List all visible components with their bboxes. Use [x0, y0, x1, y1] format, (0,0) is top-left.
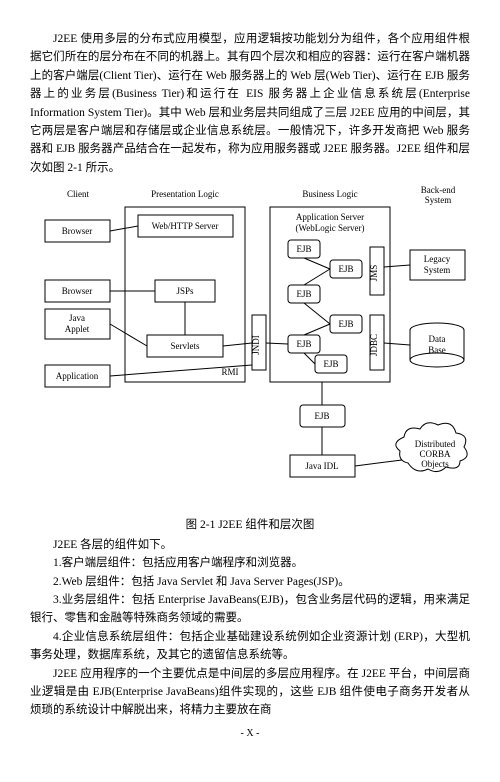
jms-text: JMS: [369, 265, 379, 282]
svg-text:EJB: EJB: [323, 359, 338, 369]
appserver-label1: Application Server: [296, 212, 364, 222]
ejb-cluster: EJB EJB EJB EJB EJB EJB: [288, 240, 362, 373]
conn-browser1-web: [110, 226, 138, 231]
architecture-diagram: Client Presentation Logic Business Logic…: [30, 185, 470, 511]
applet-text1: Java: [69, 313, 85, 323]
svg-text:EJB: EJB: [296, 339, 311, 349]
item-1: 1.客户端层组件：包括应用客户端程序和浏览器。: [30, 554, 470, 572]
intro-paragraph: J2EE 使用多层的分布式应用模型，应用逻辑按功能划分为组件，各个应用组件根据它…: [30, 30, 470, 177]
legacy-text2: System: [424, 265, 451, 275]
browser1-text: Browser: [62, 226, 93, 236]
jndi-text: JNDI: [251, 335, 261, 355]
header-client: Client: [67, 189, 89, 199]
jdbc-text: JDBC: [369, 334, 379, 356]
svg-text:Distributed: Distributed: [415, 439, 456, 449]
item-4: 4.企业信息系统层组件：包括企业基础建设系统例如企业资源计划 (ERP)，大型机…: [30, 628, 470, 665]
applet-text2: Applet: [65, 324, 90, 334]
header-backend1: Back-end: [421, 185, 456, 195]
webserver-text: Web/HTTP Server: [152, 221, 219, 231]
conn-applet-servlets: [110, 324, 147, 346]
svg-text:Base: Base: [428, 345, 446, 355]
closing-paragraph: J2EE 应用程序的一个主要优点是中间层的多层应用程序。在 J2EE 平台，中间…: [30, 665, 470, 720]
corba-cloud: Distributed CORBA Objects: [396, 423, 467, 472]
svg-text:Objects: Objects: [421, 459, 449, 469]
svg-text:EJB: EJB: [338, 264, 353, 274]
item-3: 3.业务层组件：包括 Enterprise JavaBeans(EJB)，包含业…: [30, 591, 470, 628]
svg-text:EJB: EJB: [296, 244, 311, 254]
browser2-text: Browser: [62, 286, 93, 296]
ejb-lower-text: EJB: [314, 411, 329, 421]
header-backend2: System: [425, 195, 452, 205]
svg-text:EJB: EJB: [296, 289, 311, 299]
header-business: Business Logic: [302, 189, 357, 199]
header-presentation: Presentation Logic: [151, 189, 219, 199]
application-text: Application: [56, 371, 99, 381]
item-2: 2.Web 层组件：包括 Java Servlet 和 Java Server …: [30, 573, 470, 591]
rmi-label: RMI: [221, 367, 238, 377]
lead-line: J2EE 各层的组件如下。: [30, 536, 470, 554]
svg-text:CORBA: CORBA: [419, 449, 451, 459]
diagram-caption: 图 2-1 J2EE 组件和层次图: [30, 516, 470, 534]
javaidl-text: Java IDL: [305, 461, 338, 471]
page-number: - X -: [30, 726, 470, 742]
svg-text:Data: Data: [429, 334, 446, 344]
appserver-label2: (WebLogic Server): [296, 223, 365, 233]
servlets-text: Servlets: [171, 341, 200, 351]
database-cylinder: Data Base: [410, 323, 464, 367]
svg-text:EJB: EJB: [338, 319, 353, 329]
jsps-text: JSPs: [176, 286, 194, 296]
legacy-text1: Legacy: [424, 254, 451, 264]
